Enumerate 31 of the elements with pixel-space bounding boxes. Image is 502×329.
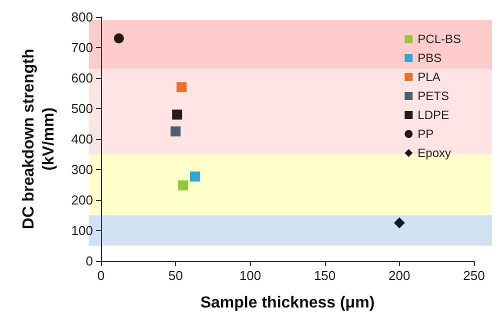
x-tick-label: 0 — [97, 268, 105, 283]
x-tick-label: 100 — [239, 268, 262, 283]
legend-label: PETS — [418, 89, 449, 103]
x-tick-label: 150 — [314, 268, 336, 283]
point — [172, 110, 182, 120]
legend-label: Epoxy — [418, 146, 452, 160]
point — [178, 180, 188, 190]
x-tick-label: 250 — [463, 268, 485, 283]
legend-label: PBS — [418, 51, 442, 65]
y-tick-label: 200 — [71, 192, 93, 208]
y-tick-label: 0 — [86, 254, 93, 268]
x-axis-title: Sample thickness (μm) — [200, 294, 375, 312]
y-tick-label: 800 — [71, 10, 93, 24]
point — [190, 172, 200, 182]
y-tick-label: 500 — [71, 101, 93, 116]
point — [114, 33, 124, 44]
y-tick-label: 100 — [71, 223, 93, 238]
legend-label: PCL-BS — [418, 32, 462, 46]
legend-label: PP — [418, 127, 434, 141]
y-tick-label: 600 — [71, 70, 93, 86]
point — [394, 217, 405, 228]
y-tick-label: 700 — [71, 40, 93, 55]
legend-label: PLA — [418, 70, 440, 84]
y-tick-label: 400 — [71, 132, 93, 146]
y-tick-label: 300 — [71, 162, 93, 177]
point — [170, 126, 181, 136]
x-tick-label: 50 — [168, 268, 183, 283]
x-tick-label: 200 — [388, 268, 410, 283]
point — [176, 82, 187, 92]
legend-label: LDPE — [418, 108, 450, 122]
y-axis-title: DC breakdown strength (kV/mm) — [20, 48, 58, 230]
